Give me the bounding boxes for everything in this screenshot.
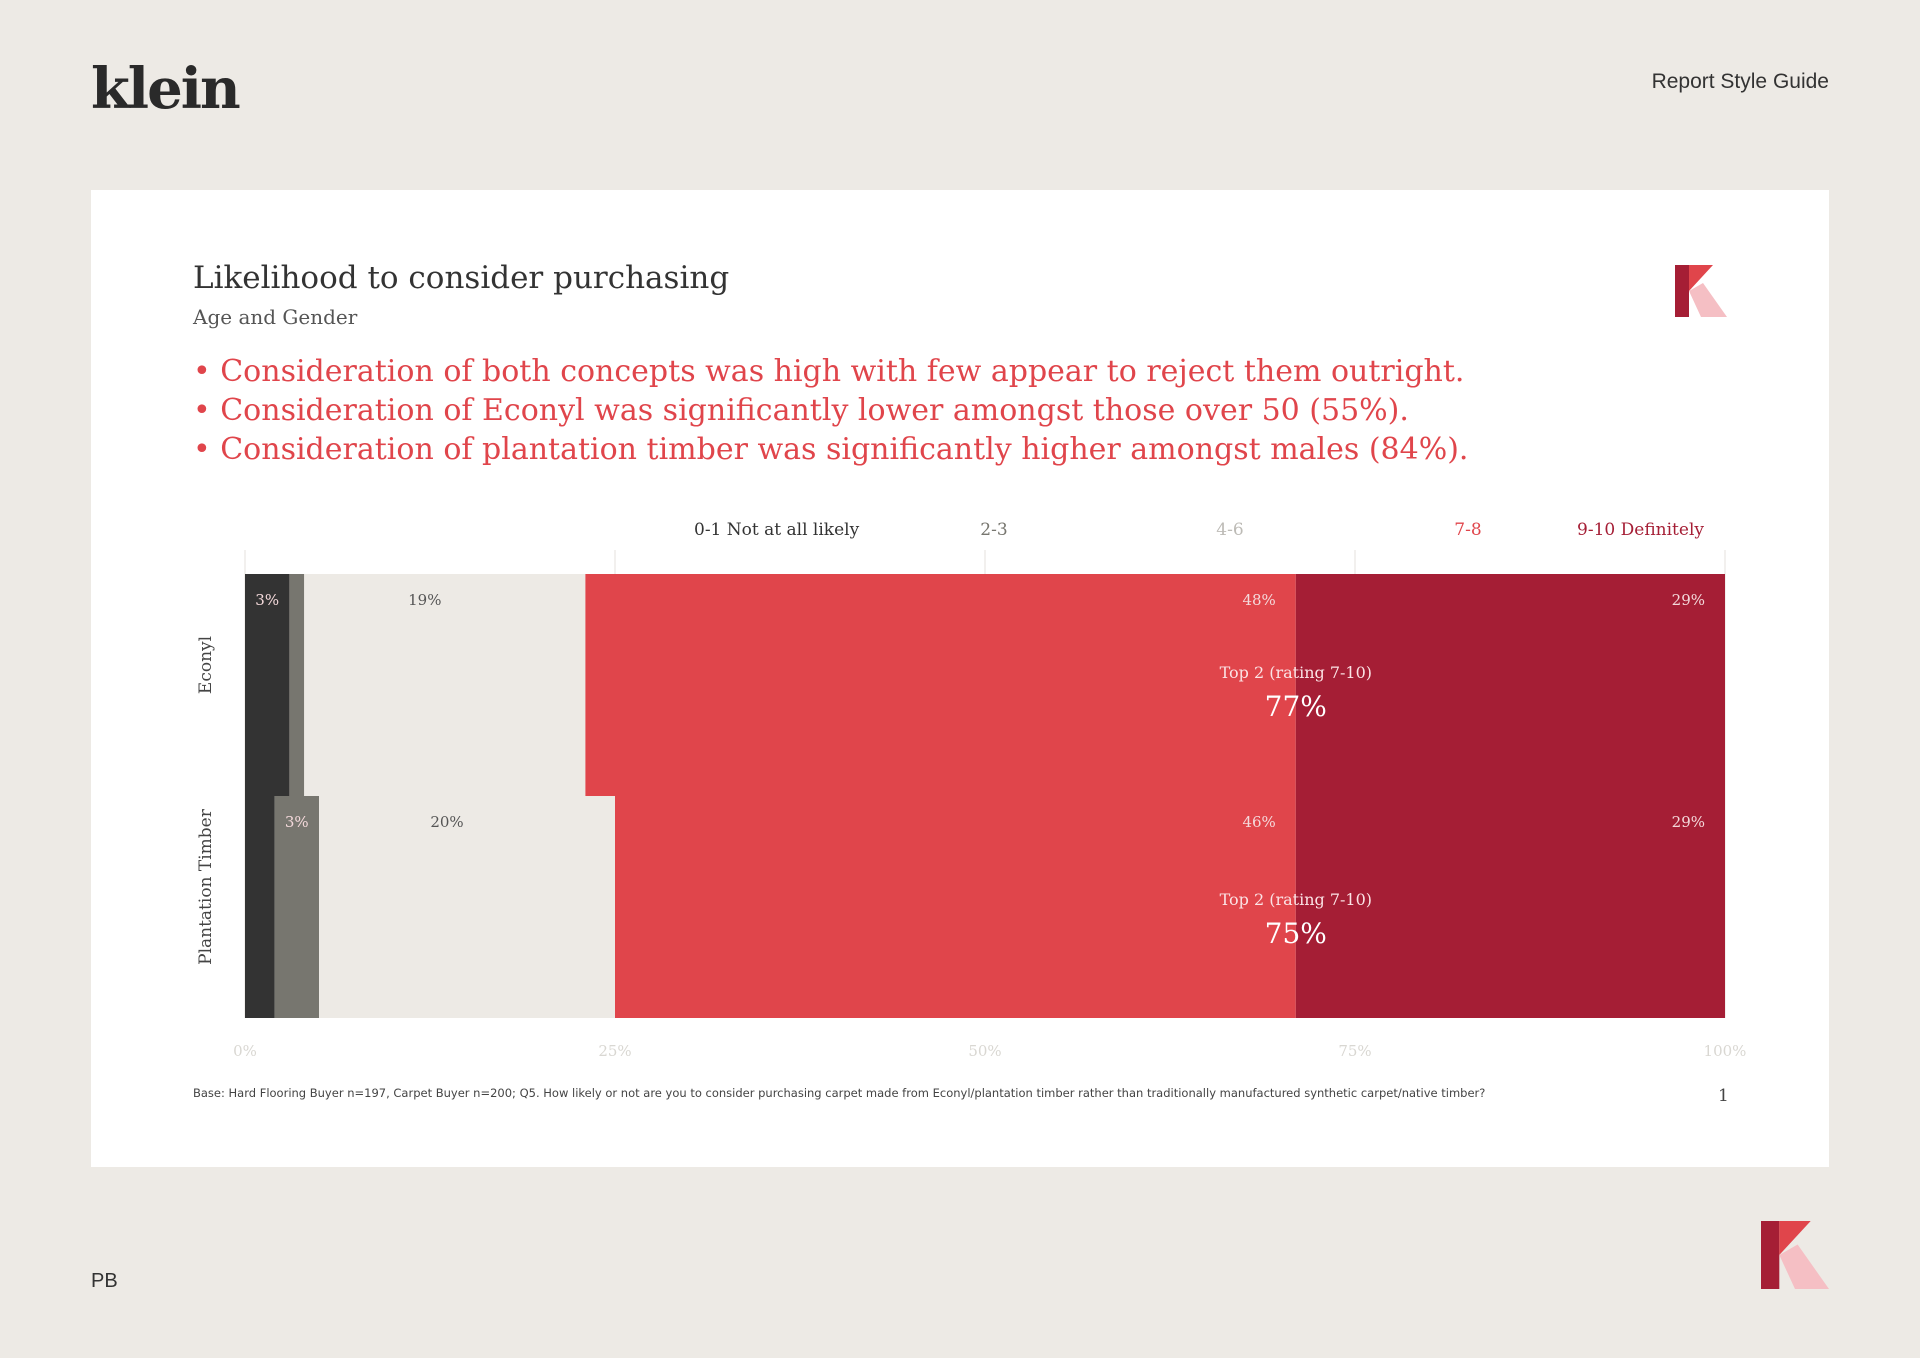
data-label: 19% [408, 591, 441, 609]
bar-segment [615, 796, 1296, 1018]
legend-entry: 7-8 [1454, 520, 1481, 540]
k-logo-icon [1675, 265, 1727, 317]
author-initials: PB [91, 1270, 118, 1292]
data-label: 3% [285, 813, 309, 831]
x-tick-label: 0% [233, 1042, 257, 1060]
top2-annotation-value: 77% [1265, 690, 1327, 723]
legend-entry: 0-1 Not at all likely [694, 520, 860, 540]
k-logo-stem [1675, 265, 1689, 317]
legend-entry: 9-10 Definitely [1577, 520, 1704, 540]
data-label: 3% [255, 591, 279, 609]
bar-segment [1295, 574, 1725, 796]
chart-footnote: Base: Hard Flooring Buyer n=197, Carpet … [193, 1086, 1486, 1100]
slide-subtitle: Age and Gender [193, 305, 358, 329]
bar-segment [274, 796, 319, 1018]
category-label: Plantation Timber [196, 808, 216, 965]
bar-segment [585, 574, 1296, 796]
x-tick-label: 50% [968, 1042, 1001, 1060]
k-corner-logo-stem [1761, 1221, 1780, 1289]
bar-segment [319, 796, 615, 1018]
legend-entry: 4-6 [1216, 520, 1243, 540]
bar-segment [1295, 796, 1725, 1018]
k-corner-logo-lower-arm [1779, 1244, 1829, 1289]
legend-entry: 2-3 [980, 520, 1007, 540]
data-label: 48% [1242, 591, 1275, 609]
bar-segment [289, 574, 305, 796]
data-label: 20% [430, 813, 463, 831]
x-tick-label: 75% [1338, 1042, 1371, 1060]
page-number: 1 [1718, 1086, 1729, 1106]
slide-title: Likelihood to consider purchasing [193, 260, 730, 296]
brand-logo: klein [91, 56, 241, 122]
k-corner-logo-icon [1761, 1221, 1829, 1289]
top2-annotation-label: Top 2 (rating 7-10) [1220, 663, 1372, 682]
finding-bullet: • Consideration of Econyl was significan… [193, 393, 1409, 428]
data-label: 29% [1672, 813, 1705, 831]
finding-bullet: • Consideration of plantation timber was… [193, 432, 1469, 467]
k-logo-upper-arm [1689, 265, 1713, 291]
bar-segment [245, 574, 290, 796]
key-findings: • Consideration of both concepts was hig… [193, 352, 1468, 469]
data-label: 46% [1242, 813, 1275, 831]
data-label: 29% [1672, 591, 1705, 609]
x-tick-label: 100% [1704, 1042, 1747, 1060]
slide-card: Likelihood to consider purchasing Age an… [91, 190, 1829, 1167]
top2-annotation-label: Top 2 (rating 7-10) [1220, 890, 1372, 909]
category-label: Econyl [196, 636, 216, 694]
bar-segment [245, 796, 275, 1018]
top2-annotation-value: 75% [1265, 917, 1327, 950]
x-tick-label: 25% [598, 1042, 631, 1060]
guide-title: Report Style Guide [1651, 70, 1829, 93]
k-logo-lower-arm [1689, 283, 1727, 317]
stacked-bar-chart: 0% 25% 50% 75% 100% 0-1 Not at all likely 2-3 4… [196, 520, 1747, 1060]
bar-segment [304, 574, 586, 796]
finding-bullet: • Consideration of both concepts was hig… [193, 354, 1465, 389]
